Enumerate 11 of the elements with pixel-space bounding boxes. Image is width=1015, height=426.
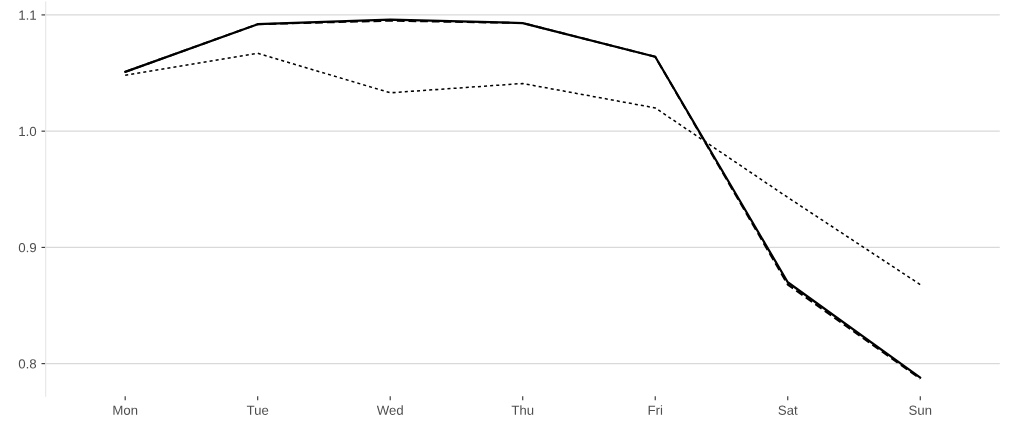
x-tick-label: Wed	[376, 405, 403, 415]
x-tick-label: Tue	[246, 405, 269, 415]
y-tick-label: 1.1	[19, 10, 37, 20]
y-tick-label: 0.9	[18, 242, 37, 253]
x-tick-label: Fri	[648, 405, 663, 415]
x-tick-label: Thu	[511, 405, 534, 415]
y-tick-label: 0.8	[18, 359, 37, 369]
x-tick-label: Sun	[909, 405, 932, 415]
x-tick-label: Sat	[778, 405, 798, 415]
y-tick-label: 1.0	[19, 126, 37, 137]
x-tick-label: Mon	[113, 405, 138, 415]
